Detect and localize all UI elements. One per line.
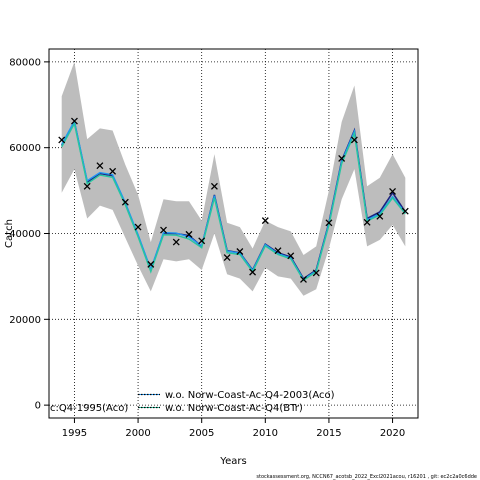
x-axis: 1995 2000 2005 2010 2015 2020 (62, 418, 405, 439)
series-lines (60, 119, 406, 282)
observed-point (325, 219, 333, 227)
confidence-band (61, 61, 406, 296)
observed-point (198, 237, 206, 245)
observed-point (300, 275, 307, 283)
observed-point (389, 187, 397, 195)
observed-point-stroke (338, 154, 346, 162)
observed-point (70, 117, 78, 125)
observed-point (261, 217, 269, 225)
observed-point-stroke (274, 247, 282, 255)
observed-point (312, 269, 320, 277)
x-axis-title: Years (219, 456, 246, 467)
footer-note: stockassessment.org, NCCN67_acotsb_2022_… (256, 474, 477, 480)
observed-point-stroke (70, 117, 78, 125)
observed-point (287, 252, 295, 260)
y-axis: 0 20000 40000 60000 80000 (9, 57, 49, 412)
x-tick-label: 2000 (125, 428, 150, 439)
observed-point-stroke (312, 269, 320, 277)
observed-point-stroke (121, 198, 129, 206)
observed-point-stroke (376, 212, 384, 220)
observed-point-stroke (401, 207, 409, 215)
confidence-band-area (61, 61, 406, 296)
x-tick-label: 2015 (316, 428, 341, 439)
x-tick-label: 2005 (189, 428, 214, 439)
observed-point-stroke (96, 162, 104, 170)
observed-point-stroke (236, 248, 244, 255)
observed-point-stroke (160, 226, 167, 234)
observed-point (376, 212, 384, 220)
observed-point-stroke (58, 136, 66, 144)
observed-point (96, 162, 104, 170)
y-tick-label: 40000 (9, 229, 41, 240)
observed-point-stroke (109, 167, 117, 175)
observed-point (363, 218, 371, 226)
observed-point-stroke (261, 217, 269, 225)
legend: c:Q4-1995(Aco) w.o. Norw-Coast-Ac-Q4-200… (50, 390, 335, 414)
observed-point (185, 230, 193, 238)
x-tick-label: 2010 (253, 428, 278, 439)
y-tick-label: 20000 (9, 315, 41, 326)
observed-point-stroke (223, 254, 231, 261)
observed-point (249, 268, 257, 276)
legend-partial-label: c:Q4-1995(Aco) (50, 403, 128, 414)
observed-point-stroke (147, 260, 155, 268)
y-tick-label: 60000 (9, 143, 41, 154)
observed-point-stroke (83, 182, 91, 190)
observed-point-stroke (134, 223, 142, 231)
y-tick-label: 0 (35, 401, 41, 412)
observed-point-stroke (300, 275, 307, 283)
series-line-3 (61, 121, 406, 282)
observed-point (274, 247, 282, 255)
y-axis-title: Catch (4, 219, 15, 248)
observed-point (210, 182, 218, 190)
observed-point-stroke (172, 238, 180, 246)
observed-point (109, 167, 117, 175)
observed-point (172, 238, 180, 246)
observed-point-stroke (389, 187, 397, 195)
observed-point (58, 136, 66, 144)
observed-point (350, 136, 358, 144)
observed-point (121, 198, 129, 206)
observed-point-stroke (287, 252, 295, 260)
observed-point-stroke (249, 268, 257, 276)
observed-point-stroke (325, 219, 333, 227)
x-tick-label: 1995 (62, 428, 87, 439)
observed-point-stroke (198, 237, 206, 245)
series-line-2 (61, 119, 406, 281)
observed-point (236, 248, 244, 255)
observed-point-stroke (363, 218, 371, 226)
observed-point-stroke (350, 136, 358, 144)
observed-point (223, 254, 231, 261)
x-tick-label: 2020 (380, 428, 405, 439)
observed-point (83, 182, 91, 190)
observed-point (134, 223, 142, 231)
legend-label-2: w.o. Norw-Coast-Ac-Q4(BTr) (165, 403, 303, 414)
observed-point (338, 154, 346, 162)
legend-label-1: w.o. Norw-Coast-Ac-Q4-2003(Aco) (165, 390, 335, 401)
observed-point (160, 226, 167, 234)
observed-point (401, 207, 409, 215)
observed-points (58, 117, 409, 283)
y-tick-label: 80000 (9, 57, 41, 68)
observed-point-stroke (210, 182, 218, 190)
observed-point (147, 260, 155, 268)
observed-point-stroke (185, 230, 193, 238)
